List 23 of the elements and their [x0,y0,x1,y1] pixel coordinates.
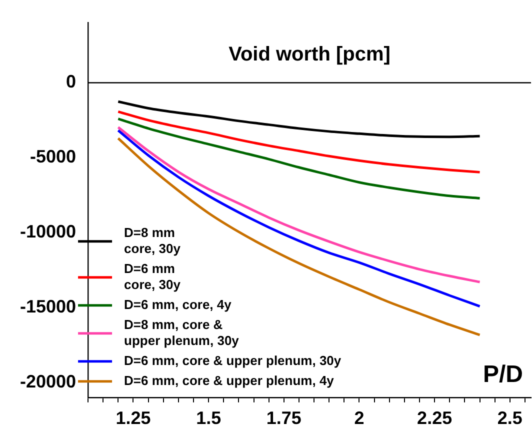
line-series [116,137,482,336]
x-tick-label: 2 [354,408,364,428]
y-tick-label: -20000 [20,371,76,392]
legend-label: D=6 mm, core & upper plenum, 30y [124,352,342,368]
line-series [116,100,482,138]
y-tick-label: -10000 [20,222,76,242]
text: Void worth [pcm] [228,43,390,66]
y-tick-label: -15000 [20,296,76,316]
legend-label: D=6 mm, core, 4y [124,296,232,312]
y-tick-label: 0 [66,72,76,92]
legend-label: D=8 mm, core & upper plenum, 30y [124,316,240,348]
x-axis-title: P/D [482,361,523,388]
legend-label: D=8 mm core, 30y [124,224,182,256]
line-series [116,110,482,174]
y-tick-label: -5000 [30,146,76,167]
legend-label: D=6 mm, core & upper plenum, 4y [124,372,335,388]
x-tick-label: 1.75 [266,408,302,428]
x-tick-label: 1.5 [196,408,222,428]
x-tick-label: 2.25 [417,408,452,428]
line-series [116,118,482,200]
x-tick-label: 2.5 [497,408,522,428]
x-tick-label: 1.25 [116,408,151,428]
legend-label: D=6 mm core, 30y [124,260,182,292]
